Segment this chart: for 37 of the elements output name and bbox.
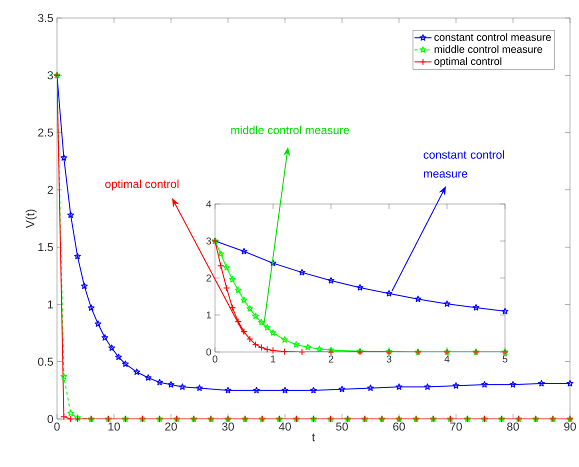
y-tick-label: 3 — [206, 237, 212, 245]
x-tick-label: 4 — [444, 356, 450, 362]
x-tick-label: 0 — [54, 422, 60, 431]
y-tick-label: 1 — [206, 312, 212, 318]
y-tick-label: 0.5 — [38, 358, 53, 366]
annotation: optimal control — [105, 180, 178, 190]
y-tick-label: 0 — [48, 414, 54, 424]
legend-label: constant control measure — [434, 33, 551, 41]
y-tick-label: 3 — [48, 71, 53, 80]
x-tick-label: 0 — [212, 356, 218, 363]
legend-label: optimal control — [434, 57, 502, 68]
x-tick-label: 50 — [336, 422, 348, 431]
y-tick-label: 2 — [48, 186, 53, 194]
y-axis-title: V(t) — [26, 210, 37, 228]
annotation: constant control measure — [424, 150, 504, 178]
x-tick-label: 40 — [278, 422, 291, 431]
x-tick-label: 5 — [502, 356, 508, 362]
y-tick-label: 1 — [48, 300, 53, 308]
x-tick-label: 3 — [386, 356, 392, 363]
y-tick-label: 0 — [206, 348, 212, 356]
x-tick-label: 80 — [507, 422, 519, 431]
y-tick-label: 4 — [206, 200, 212, 208]
annotation: middle control measure — [231, 126, 349, 134]
x-tick-label: 20 — [165, 422, 177, 431]
y-tick-label: 2.5 — [38, 128, 53, 137]
y-tick-label: 2 — [206, 274, 211, 282]
x-tick-label: 60 — [393, 422, 405, 431]
legend-label: middle control measure — [434, 45, 542, 53]
x-tick-label: 90 — [564, 422, 576, 431]
x-tick-label: 30 — [222, 422, 234, 431]
y-tick-label: 3.5 — [38, 14, 53, 22]
x-tick-label: 70 — [450, 422, 462, 431]
x-tick-label: 10 — [108, 422, 120, 431]
y-tick-label: 1.5 — [38, 243, 53, 252]
x-axis-title: t — [312, 433, 316, 442]
x-tick-label: 2 — [328, 356, 334, 362]
x-tick-label: 1 — [271, 356, 276, 362]
